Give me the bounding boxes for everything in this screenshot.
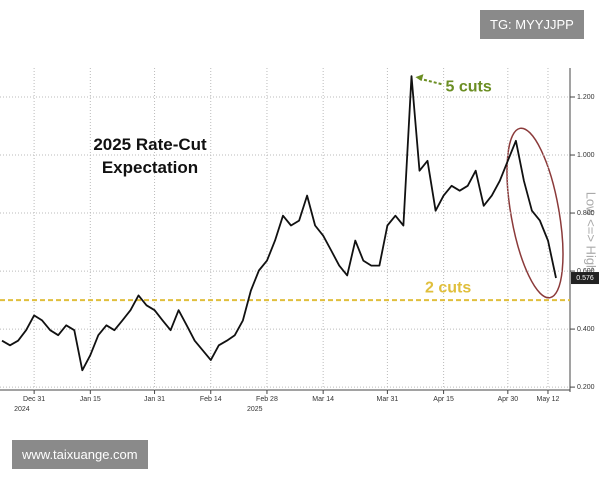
x-tick-label: Mar 31 [376, 396, 398, 403]
watermark: TG: MYYJJPP [480, 10, 584, 39]
y-tick-label: 1.000 [577, 152, 595, 159]
highlight-ellipse [506, 127, 564, 299]
chart-title: 2025 Rate-Cut Expectation [93, 135, 207, 177]
year-label: 2025 [247, 406, 263, 413]
watermark: www.taixuange.com [12, 440, 148, 469]
end-label-box [571, 272, 599, 285]
y-tick-label: 1.200 [577, 94, 595, 101]
line-series [1, 75, 557, 372]
x-tick-label: Feb 14 [200, 396, 222, 403]
y-tick-label: 0.800 [577, 210, 595, 217]
x-tick-label: Jan 31 [144, 396, 165, 403]
y-tick-label: 0.400 [577, 326, 595, 333]
year-label: 2024 [14, 406, 30, 413]
y-axis-label: Low <=> High [584, 192, 599, 273]
x-tick-label: Apr 30 [498, 396, 519, 403]
annotation-arrowhead [415, 74, 424, 82]
x-tick-label: May 12 [536, 396, 559, 403]
y-tick-label: 0.200 [577, 384, 595, 391]
x-tick-label: Mar 14 [312, 396, 334, 403]
x-tick-label: Dec 31 [23, 396, 45, 403]
reference-label: 2 cuts [425, 279, 471, 296]
x-tick-label: Apr 15 [433, 396, 454, 403]
annotation: 5 cuts [445, 78, 491, 95]
x-tick-label: Jan 15 [80, 396, 101, 403]
end-label: 0.576 [576, 275, 594, 282]
x-tick-label: Feb 28 [256, 396, 278, 403]
y-tick-label: 0.600 [577, 268, 595, 275]
